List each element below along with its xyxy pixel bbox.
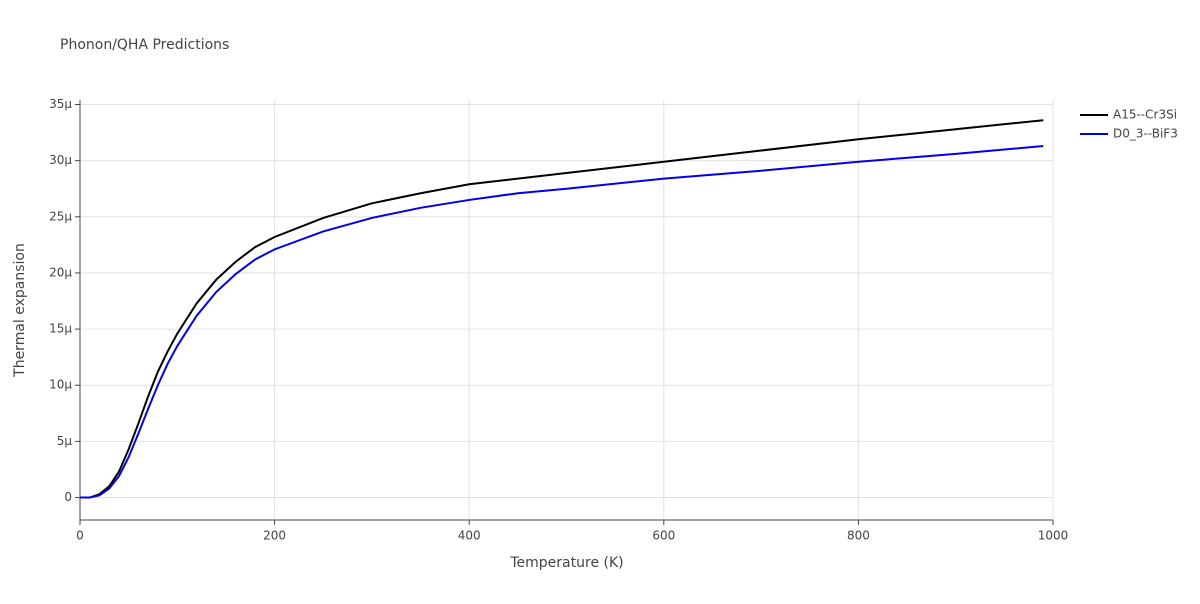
x-tick-label: 800 (847, 529, 870, 543)
y-tick-label: 25μ (49, 209, 72, 223)
x-tick-label: 400 (458, 529, 481, 543)
y-tick-label: 15μ (49, 322, 72, 336)
legend-label: A15--Cr3Si (1113, 108, 1177, 122)
line-series (80, 145, 1044, 499)
y-tick-label: 0 (64, 490, 72, 504)
y-axis-title: Thermal expansion (12, 243, 28, 378)
y-tick-label: 35μ (49, 97, 72, 111)
legend-label: D0_3--BiF3 (1113, 127, 1178, 141)
y-tick-label: 20μ (49, 265, 72, 279)
x-tick-label: 200 (263, 529, 286, 543)
x-axis-title: Temperature (K) (509, 555, 623, 571)
y-tick-label: 5μ (57, 434, 73, 448)
x-tick-label: 0 (76, 529, 84, 543)
x-tick-label: 1000 (1038, 529, 1069, 543)
y-tick-label: 10μ (49, 378, 72, 392)
x-tick-label: 600 (652, 529, 675, 543)
y-tick-label: 30μ (49, 153, 72, 167)
chart-title: Phonon/QHA Predictions (60, 37, 229, 53)
line-series (80, 119, 1044, 499)
